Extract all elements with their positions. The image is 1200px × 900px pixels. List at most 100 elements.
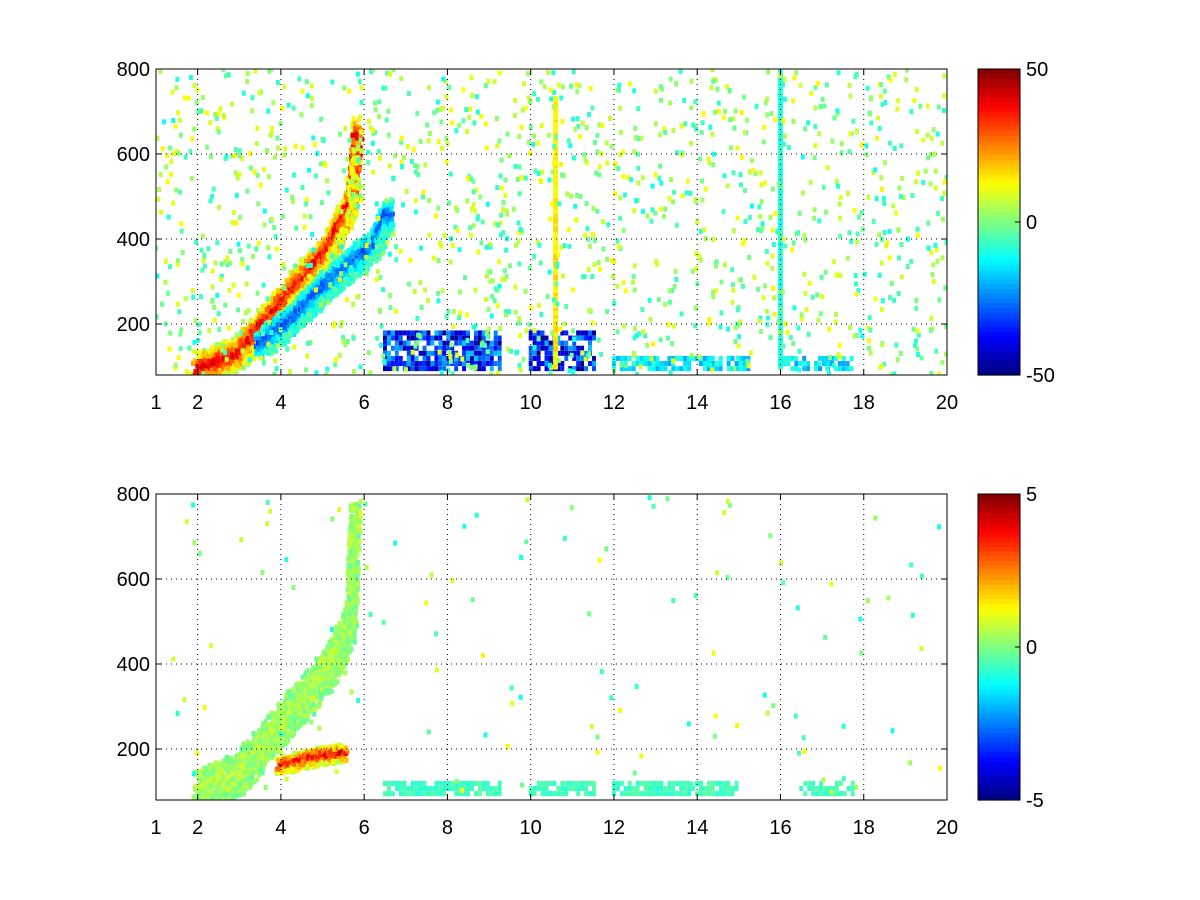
heatmap-cell — [406, 366, 411, 372]
heatmap-cell — [358, 251, 363, 257]
heatmap-cell — [372, 254, 377, 260]
heatmap-cell — [718, 355, 723, 361]
heatmap-cell — [532, 366, 537, 372]
heatmap-cell — [698, 361, 703, 367]
heatmap-cell — [791, 341, 796, 347]
heatmap-cell — [871, 170, 876, 176]
heatmap-cell — [201, 233, 205, 239]
heatmap-cell — [192, 377, 196, 382]
heatmap-cell — [352, 129, 357, 135]
heatmap-cell — [859, 142, 864, 148]
heatmap-cell — [200, 355, 205, 361]
heatmap-cell — [300, 313, 305, 319]
heatmap-cell — [786, 355, 791, 361]
heatmap-cell — [406, 345, 411, 351]
heatmap-cell — [532, 91, 537, 97]
heatmap-cells — [156, 69, 947, 382]
heatmap-cell — [782, 76, 787, 82]
heatmap-cell — [497, 366, 502, 372]
heatmap-cell — [296, 300, 301, 306]
heatmap-cell — [742, 366, 747, 372]
heatmap-cell — [448, 171, 453, 177]
heatmap-cell — [635, 355, 640, 361]
heatmap-cell — [278, 290, 283, 296]
heatmap-cell — [544, 355, 549, 361]
heatmap-cell — [887, 228, 892, 234]
heatmap-cell — [341, 267, 346, 273]
heatmap-cell — [290, 303, 295, 309]
heatmap-cell — [381, 287, 386, 293]
heatmap-cell — [376, 215, 381, 221]
heatmap-cell — [297, 314, 302, 320]
heatmap-cell — [386, 361, 391, 367]
heatmap-cell — [156, 273, 160, 279]
heatmap-cell — [485, 349, 490, 355]
heatmap-cell — [438, 335, 443, 341]
heatmap-cell — [279, 312, 284, 318]
heatmap-cell — [683, 355, 688, 361]
heatmap-cell — [188, 371, 193, 375]
heatmap-cell — [245, 327, 249, 333]
heatmap-cell — [303, 296, 308, 302]
heatmap-cell — [738, 355, 743, 361]
heatmap-cell — [233, 367, 237, 373]
heatmap-cell — [179, 327, 184, 333]
heatmap-cell — [292, 300, 296, 306]
heatmap-cell — [532, 133, 537, 139]
heatmap-cell — [612, 259, 617, 265]
heatmap-cell — [335, 290, 340, 296]
heatmap-cell — [486, 326, 491, 332]
heatmap-cell — [892, 71, 897, 77]
heatmap-cell — [406, 330, 411, 336]
heatmap-cell — [290, 326, 295, 332]
heatmap-cell — [308, 316, 313, 322]
heatmap-cell — [386, 330, 391, 336]
heatmap-cell — [532, 335, 537, 341]
heatmap-cell — [312, 258, 317, 264]
heatmap-cell — [359, 99, 364, 105]
heatmap-cell — [588, 335, 592, 341]
heatmap-cell — [351, 147, 356, 153]
heatmap-cell — [330, 272, 335, 278]
heatmap-cell — [426, 340, 431, 346]
heatmap-cell — [235, 363, 240, 369]
heatmap-cell — [726, 326, 731, 332]
heatmap-cell — [473, 335, 478, 341]
heatmap-cell — [290, 272, 295, 278]
heatmap-cell — [477, 345, 482, 351]
heatmap-cell — [263, 335, 268, 341]
heatmap-cell — [311, 285, 316, 291]
heatmap-cell — [265, 326, 270, 332]
heatmap-cell — [214, 376, 218, 381]
heatmap-cell — [483, 83, 488, 89]
heatmap-cell — [299, 307, 304, 313]
heatmap-cell — [457, 315, 462, 321]
heatmap-cell — [355, 130, 360, 136]
heatmap-cell — [496, 370, 500, 375]
heatmap-cell — [356, 239, 361, 245]
heatmap-cell — [333, 248, 338, 254]
heatmap-cell — [414, 361, 419, 367]
heatmap-cell — [668, 370, 673, 375]
heatmap-cell — [391, 221, 396, 227]
heatmap-cell — [333, 225, 338, 231]
heatmap-cell — [248, 336, 253, 342]
heatmap-cell — [406, 361, 411, 367]
heatmap-cell — [267, 304, 272, 310]
heatmap-cell — [841, 366, 846, 372]
heatmap-cell — [818, 104, 823, 110]
heatmap-cell — [334, 286, 339, 292]
heatmap-cell — [566, 138, 571, 144]
heatmap-cell — [580, 330, 585, 336]
heatmap-cell — [647, 355, 652, 361]
heatmap-cell — [325, 252, 330, 258]
heatmap-cell — [383, 212, 388, 218]
heatmap-cell — [812, 215, 817, 221]
heatmap-cell — [835, 111, 840, 117]
heatmap-cell — [822, 355, 826, 361]
heatmap-cell — [572, 350, 577, 356]
heatmap-cell — [333, 276, 338, 282]
heatmap-cell — [662, 214, 666, 220]
heatmap-cell — [877, 125, 882, 131]
heatmap-cell — [856, 288, 861, 294]
